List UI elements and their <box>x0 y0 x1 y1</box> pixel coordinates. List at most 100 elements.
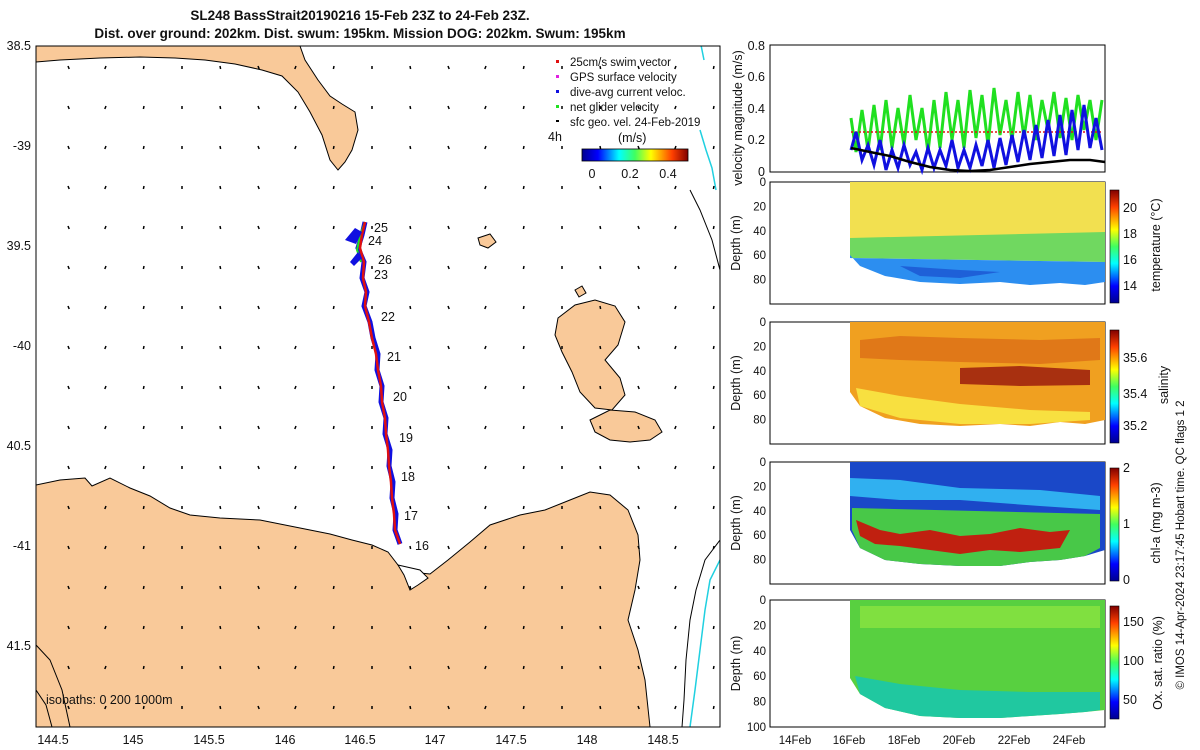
velocity-vector <box>447 625 450 630</box>
velocity-vector <box>674 665 677 670</box>
velocity-vector <box>637 585 640 590</box>
depth-ylabel: Depth (m) <box>729 215 743 271</box>
velocity-vector <box>104 265 107 270</box>
colorbar-tick: 0.4 <box>659 167 676 181</box>
depth-tick: 80 <box>753 555 766 567</box>
velocity-vector <box>294 545 297 550</box>
depth-axes: 0 20 40 60 80 Depth (m) 0 20 40 60 80 Depth (m) 0 20 4… <box>729 177 766 734</box>
legend-item: GPS surface velocity <box>570 72 677 84</box>
velocity-vector <box>674 585 677 590</box>
velocity-vector <box>447 585 450 590</box>
temp-cbtick: 16 <box>1123 253 1137 267</box>
velocity-vector <box>67 625 70 630</box>
velocity-vector <box>712 425 715 430</box>
legend-swatch-swim <box>556 60 559 63</box>
depth-tick: 100 <box>747 722 766 734</box>
velocity-vector <box>219 185 222 190</box>
velocity-vector <box>522 465 525 470</box>
velocity-vector <box>257 145 260 150</box>
velocity-vector <box>294 625 297 630</box>
velocity-vector <box>294 345 297 350</box>
velocity-vector <box>447 465 450 470</box>
velocity-vector <box>104 585 107 590</box>
velocity-vector <box>599 385 602 390</box>
lon-tick: 144.5 <box>37 733 68 747</box>
velocity-vector <box>484 665 487 670</box>
velocity-vector <box>142 585 145 590</box>
velocity-vector <box>142 265 145 270</box>
velocity-vector <box>409 705 412 710</box>
velocity-vector <box>294 305 297 310</box>
lat-tick: 38.5 <box>7 39 31 53</box>
velocity-vector <box>712 225 715 230</box>
depth-tick: 40 <box>753 506 766 518</box>
cape-barren-island <box>589 409 663 443</box>
velocity-vector <box>219 105 222 110</box>
velocity-vector <box>484 185 487 190</box>
velocity-vector <box>257 185 260 190</box>
velocity-vector <box>599 225 602 230</box>
depth-tick: 80 <box>753 275 766 287</box>
velocity-vector <box>257 425 260 430</box>
velocity-vector <box>674 185 677 190</box>
velocity-vector <box>294 585 297 590</box>
velocity-vector <box>522 665 525 670</box>
velocity-vector <box>484 705 487 710</box>
legend-swatch-gps <box>556 75 559 78</box>
depth-tick: 40 <box>753 366 766 378</box>
velocity-vector <box>67 705 70 710</box>
velocity-vector <box>219 585 222 590</box>
velocity-vector <box>674 385 677 390</box>
velocity-vector <box>447 425 450 430</box>
velocity-vector <box>637 545 640 550</box>
isobaths-label: isobaths: 0 200 1000m <box>46 693 172 707</box>
velocity-vector <box>447 65 450 70</box>
velocity-vector <box>599 625 602 630</box>
velocity-vector <box>294 265 297 270</box>
sal-cbtick: 35.2 <box>1123 419 1147 433</box>
day-label: 16 <box>415 539 429 553</box>
velocity-vector <box>409 225 412 230</box>
velocity-vector <box>104 105 107 110</box>
velocity-vector <box>522 145 525 150</box>
time-tick: 14Feb <box>779 735 812 747</box>
velocity-vector <box>599 305 602 310</box>
lat-tick: -41 <box>13 539 31 553</box>
velocity-vector <box>637 665 640 670</box>
velocity-vector <box>142 705 145 710</box>
velocity-vector <box>409 305 412 310</box>
credit-text: © IMOS 14-Apr-2024 23:17:45 Hobart time.… <box>1175 400 1187 689</box>
day-label: 18 <box>401 470 415 484</box>
velocity-vector <box>674 465 677 470</box>
isobath-200m <box>36 189 720 727</box>
velocity-vector <box>142 105 145 110</box>
day-label: 21 <box>387 350 401 364</box>
temp-cbtick: 20 <box>1123 201 1137 215</box>
map-legend: 25cm/s swim vector GPS surface velocity … <box>548 57 700 181</box>
velocity-vector <box>332 265 335 270</box>
velocity-vector <box>294 665 297 670</box>
velocity-vector <box>142 345 145 350</box>
velocity-vector <box>332 105 335 110</box>
velocity-vector <box>599 185 602 190</box>
depth-ylabel: Depth (m) <box>729 636 743 692</box>
velocity-vector <box>142 65 145 70</box>
velocity-vector <box>142 225 145 230</box>
velocity-vector <box>332 185 335 190</box>
lat-tick: 40.5 <box>7 439 31 453</box>
velocity-vector <box>484 225 487 230</box>
islet <box>574 285 587 298</box>
velocity-vector <box>67 545 70 550</box>
lat-tick: 39.5 <box>7 239 31 253</box>
lon-tick: 146 <box>275 733 296 747</box>
lon-tick: 145 <box>123 733 144 747</box>
velocity-vector <box>257 625 260 630</box>
title-line-2: Dist. over ground: 202km. Dist. swum: 19… <box>94 26 626 41</box>
velocity-vector <box>484 545 487 550</box>
velocity-vector <box>257 505 260 510</box>
velocity-vector <box>712 705 715 710</box>
sal-cbtick: 35.4 <box>1123 387 1147 401</box>
velocity-vector <box>219 225 222 230</box>
velocity-vector <box>637 505 640 510</box>
velocity-vector <box>674 345 677 350</box>
